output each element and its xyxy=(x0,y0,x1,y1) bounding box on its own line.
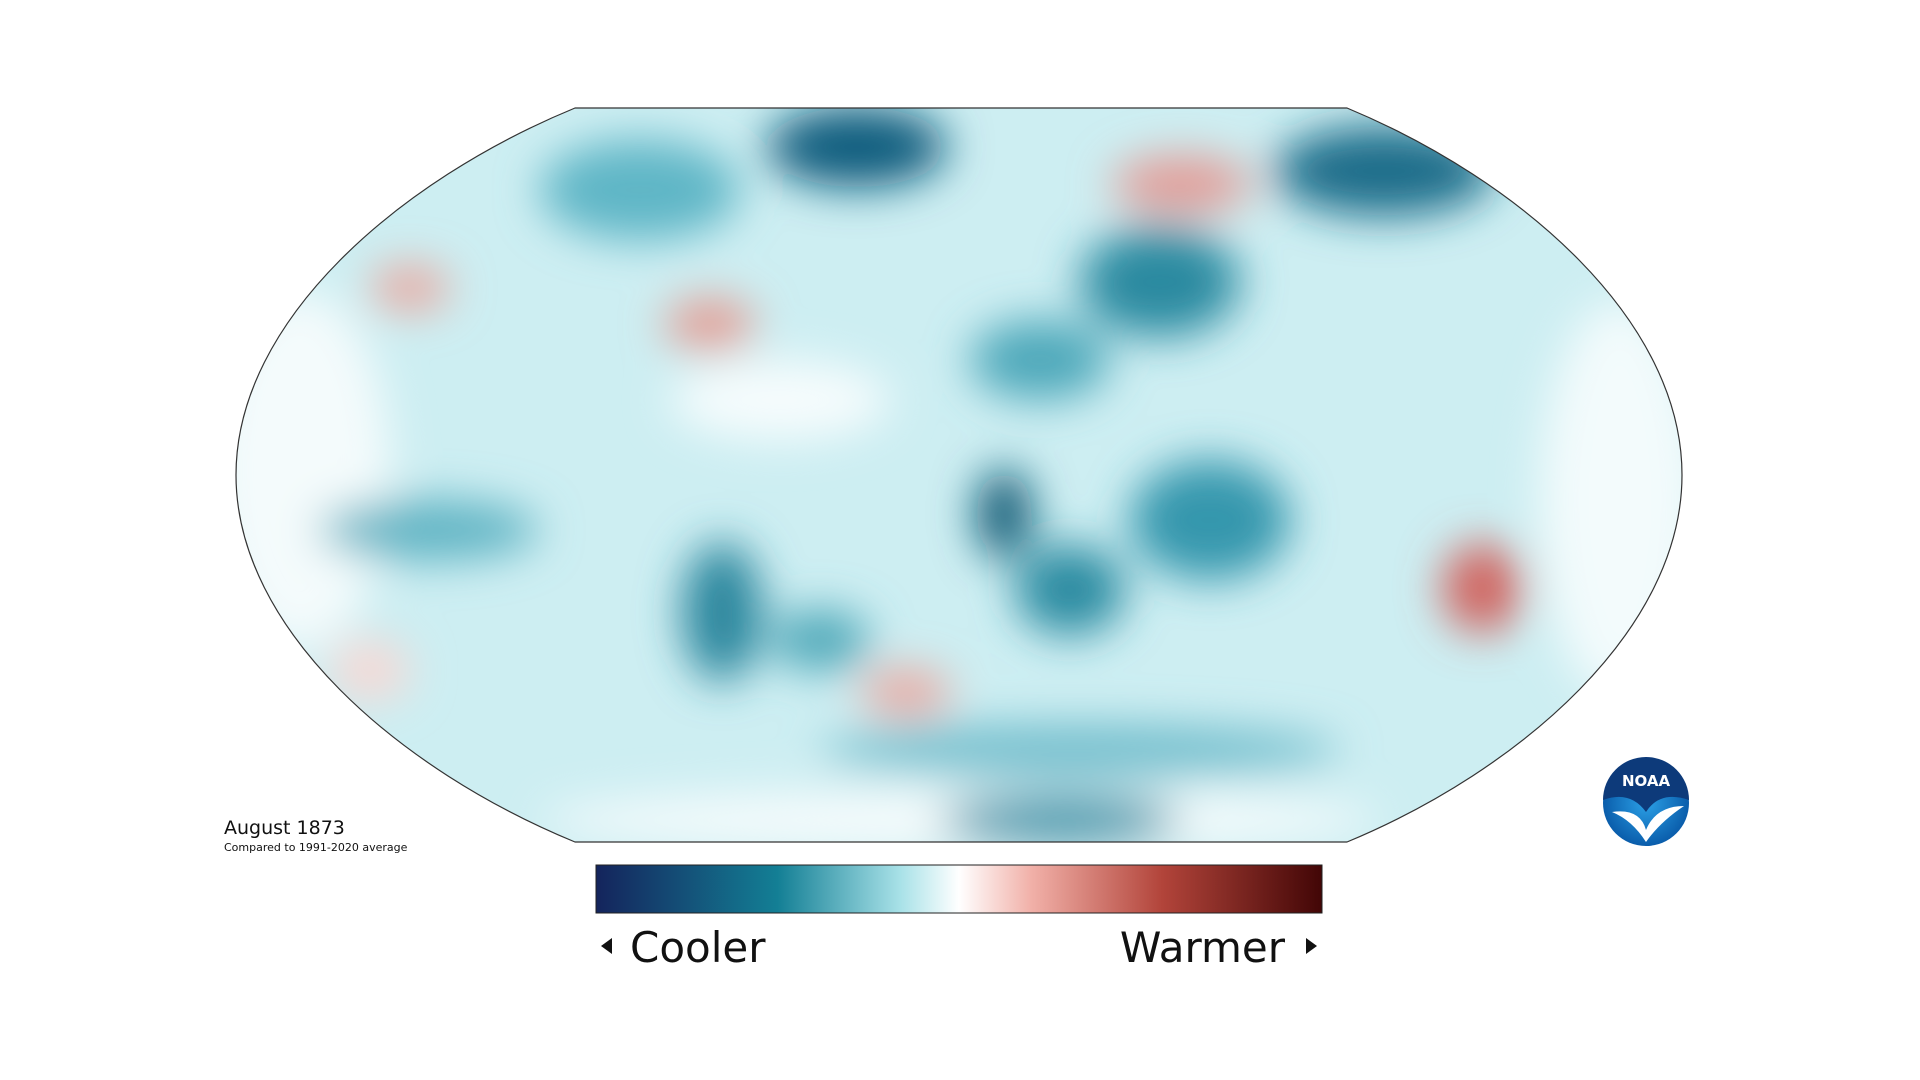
logo-bird xyxy=(1612,806,1684,842)
anomaly-map xyxy=(236,108,1682,842)
legend-low-label: Cooler xyxy=(630,923,766,972)
arrow-right xyxy=(1306,938,1317,954)
color-legend: Cooler Warmer xyxy=(595,864,1323,972)
color-bar xyxy=(595,864,1323,914)
map-outline xyxy=(235,107,1683,843)
noaa-logo: NOAA xyxy=(1603,757,1689,846)
map-subtitle: Compared to 1991-2020 average xyxy=(224,841,408,854)
map-title: August 1873 xyxy=(224,817,345,839)
map-background xyxy=(236,108,1682,842)
logo-top xyxy=(1603,757,1689,812)
arrow-left xyxy=(601,938,612,954)
legend-high-label: Warmer xyxy=(1120,923,1286,972)
logo-text: NOAA xyxy=(1622,772,1671,790)
